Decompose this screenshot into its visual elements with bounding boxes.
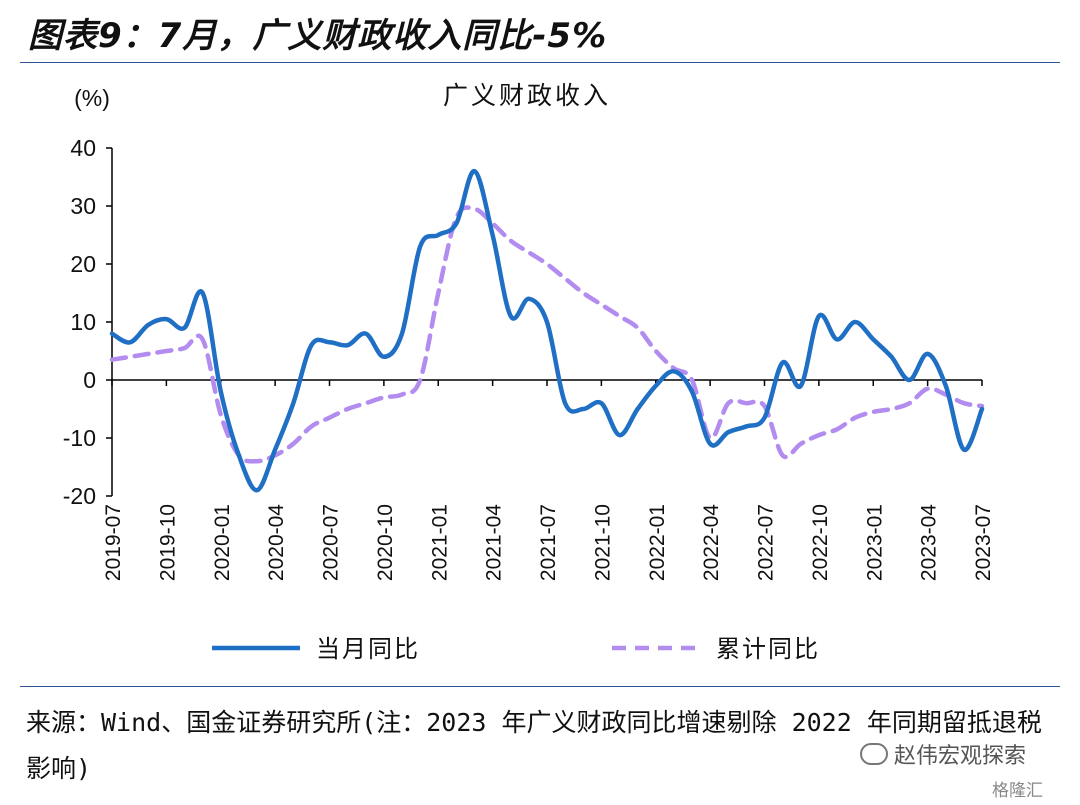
y-tick-label: 20 [70, 251, 96, 277]
x-tick-label: 2022-04 [700, 504, 723, 581]
top-rule [20, 62, 1060, 63]
x-tick-label: 2019-07 [102, 504, 125, 581]
watermark: 赵伟宏观探索 [860, 738, 1026, 770]
bottom-rule [20, 686, 1060, 687]
y-tick-label: 10 [70, 309, 96, 335]
line-chart: 广义财政收入 (%) -20 -10 0 10 20 30 40 2019-07 2019-10… [63, 81, 995, 663]
x-tick-label: 2023-04 [918, 504, 941, 581]
y-tick-label: 30 [70, 193, 96, 219]
y-tick-label: -10 [63, 425, 96, 451]
x-tick-label: 2020-04 [265, 504, 288, 581]
x-tick-label: 2023-01 [863, 504, 886, 581]
chart-title: 广义财政收入 [443, 81, 611, 110]
logo: 格隆汇 [992, 781, 1043, 801]
figure-title: 图表9：7月，广义财政收入同比-5% [28, 16, 608, 56]
x-tick-label: 2019-10 [156, 504, 179, 581]
y-tick-label: 0 [83, 367, 96, 393]
x-tick-label: 2020-07 [320, 504, 343, 581]
x-tick-label: 2020-01 [211, 504, 234, 581]
source-note: 来源：Wind、国金证券研究所(注：2023 年广义财政同比增速剔除 2022 … [26, 708, 1042, 783]
x-tick-label: 2022-01 [646, 504, 669, 581]
x-tick-label: 2022-07 [755, 504, 778, 581]
x-tick-label: 2023-07 [972, 504, 995, 581]
legend-label-cumulative: 累计同比 [716, 635, 820, 663]
x-tick-label: 2020-10 [374, 504, 397, 581]
wechat-icon [860, 743, 888, 765]
y-tick-label: 40 [70, 135, 96, 161]
plot-area: -20 -10 0 10 20 30 40 2019-07 2019-10 2020-01 2020… [63, 135, 995, 663]
series-line-cumulative [109, 205, 985, 464]
legend-label-monthly: 当月同比 [316, 635, 420, 663]
watermark-text: 赵伟宏观探索 [894, 744, 1027, 769]
series-line-monthly [109, 168, 985, 493]
x-tick-label: 2022-10 [809, 504, 832, 581]
x-tick-label: 2021-04 [483, 504, 506, 581]
x-tick-label: 2021-01 [428, 504, 451, 581]
x-tick-label: 2021-07 [537, 504, 560, 581]
x-tick-label: 2021-10 [591, 504, 614, 581]
y-tick-label: -20 [63, 483, 96, 509]
y-unit-label: (%) [74, 85, 110, 111]
